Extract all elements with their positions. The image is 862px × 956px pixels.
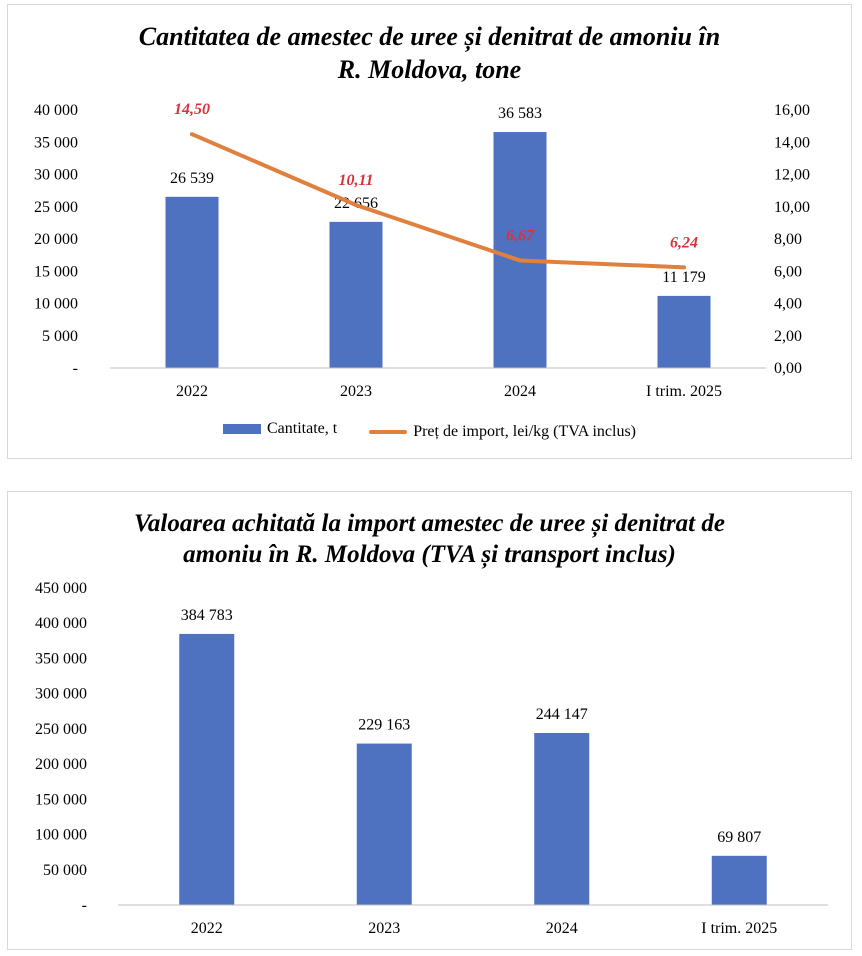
y-tick-label: 150 000 [35,791,87,808]
chart-panel-value: Valoarea achitată la import amestec de u… [7,491,852,950]
bar-data-label: 69 807 [717,829,761,846]
y-tick-label: 15 000 [34,263,78,280]
bar-data-label: 244 147 [536,706,588,723]
y-tick-label: 10 000 [34,296,78,313]
chart-title: Cantitatea de amestec de uree și denitra… [8,20,851,86]
chart-panel-quantity: Cantitatea de amestec de uree și denitra… [7,4,852,459]
bar [493,132,547,368]
legend-item-line: Preț de import, lei/kg (TVA inclus) [369,423,636,441]
chart-title-line: Valoarea achitată la import amestec de u… [134,510,725,537]
legend-line-swatch [369,430,408,434]
legend-label: Cantitate, t [267,420,338,437]
y-tick-label: 250 000 [35,721,87,738]
bar [356,743,412,905]
chart-legend: Cantitate, t Preț de import, lei/kg (TVA… [8,420,851,441]
y2-tick-label: 12,00 [774,167,810,184]
y-tick-label: 35 000 [34,134,78,151]
y-tick-label: 50 000 [43,862,87,879]
bar [329,221,383,368]
chart-title-line: R. Moldova, tone [337,55,522,84]
line-point [518,258,522,263]
x-tick-label: 2022 [176,383,208,400]
y-tick-label: 5 000 [42,328,78,345]
line-data-label: 6,24 [670,234,698,251]
bar-data-label: 36 583 [498,105,542,122]
y-tick-label: 300 000 [35,686,87,703]
y2-tick-label: 4,00 [774,296,802,313]
y-tick-label: 40 000 [34,102,78,119]
x-tick-label: 2024 [504,383,536,400]
chart-plot-value: - 50 000 100 000 150 000 200 000 250 000 300 0… [35,580,828,937]
y2-tick-label: 6,00 [774,263,802,280]
y-tick-label: - [73,360,78,377]
y-tick-label: - [82,897,87,914]
line-series [190,132,686,270]
line-data-label: 10,11 [338,172,373,189]
legend-item-bars: Cantitate, t [223,420,337,438]
y-tick-label: 20 000 [34,231,78,248]
bar [165,196,219,368]
y2-tick-label: 0,00 [774,360,802,377]
bar [534,733,590,905]
y-tick-label: 400 000 [35,615,87,632]
line-data-label: 6,67 [506,227,535,244]
chart-title: Valoarea achitată la import amestec de u… [8,508,851,570]
y-tick-label: 100 000 [35,827,87,844]
y-tick-label: 350 000 [35,650,87,667]
bar-data-label: 384 783 [181,607,233,624]
y2-tick-label: 16,00 [774,102,810,119]
y2-tick-label: 8,00 [774,231,802,248]
bar [711,855,767,905]
x-tick-label: I trim. 2025 [701,920,777,937]
y2-tick-label: 10,00 [774,199,810,216]
x-tick-label: 2023 [368,920,400,937]
bar-data-label: 26 539 [170,170,214,187]
y-tick-label: 25 000 [34,199,78,216]
y-tick-label: 200 000 [35,756,87,773]
line-point [190,132,194,137]
y2-tick-label: 14,00 [774,134,810,151]
line-point [682,265,686,270]
chart-title-line: amoniu în R. Moldova (TVA și transport i… [183,541,676,568]
chart-title-line: Cantitatea de amestec de uree și denitra… [138,22,721,51]
bar [657,295,711,368]
line-point [354,202,358,207]
x-tick-label: 2023 [340,383,372,400]
x-tick-label: 2022 [191,920,223,937]
legend-label: Preț de import, lei/kg (TVA inclus) [413,423,636,440]
x-tick-label: 2024 [546,920,578,937]
y-tick-label: 450 000 [35,580,87,597]
bar-data-label: 11 179 [662,269,705,286]
x-tick-label: I trim. 2025 [646,383,722,400]
legend-bar-swatch [223,424,261,434]
chart-plot-quantity: - 5 000 10 000 15 000 20 000 25 000 30 000 35 0… [34,101,810,400]
bar [179,633,235,905]
bar-data-label: 229 163 [358,717,410,734]
line-data-label: 14,50 [174,101,210,118]
y2-tick-label: 2,00 [774,328,802,345]
y-tick-label: 30 000 [34,167,78,184]
